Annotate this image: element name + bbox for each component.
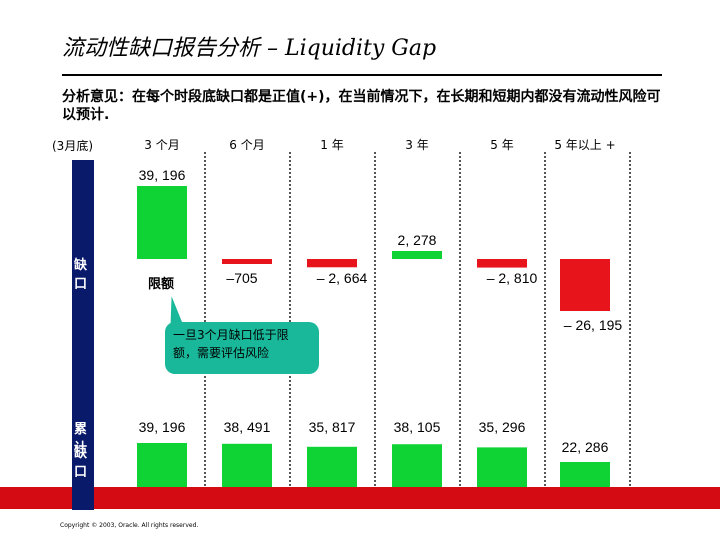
start-period-label: (3月底) [52,139,93,153]
cumulative-value-label: 22, 286 [562,439,609,455]
title-rule [62,74,662,76]
limit-label: 限额 [148,277,175,292]
gap-bar [137,186,187,259]
cumulative-bar [560,461,610,487]
gap-value-label: – 26, 195 [564,317,623,333]
cumulative-side-bar: 累计 缺口 [72,370,94,510]
risk-callout: 一旦3个月缺口低于限额，需要评估风险 [165,322,319,374]
cumulative-value-label: 38, 105 [394,419,441,435]
page-title: 流动性缺口报告分析 – Liquidity Gap [62,36,437,61]
cumulative-bar [307,446,357,487]
gap-bar [477,259,527,268]
cumulative-bar [137,443,187,487]
cumulative-value-label: 39, 196 [139,419,186,435]
cumulative-value-label: 38, 491 [224,419,271,435]
cumulative-bar [392,444,442,487]
gap-bar [307,259,357,268]
gap-value-label: – 2, 664 [317,270,368,286]
gap-value-label: –705 [226,270,257,286]
column-header: 5 年以上 + [554,138,615,152]
analysis-comment: 分析意见：在每个时段底缺口都是正值(+)，在当前情况下，在长期和短期内都没有流动… [62,89,661,123]
gap-side-bar: 缺口 [72,160,94,400]
cumulative-value-label: 35, 817 [309,419,356,435]
gap-bar [222,259,272,264]
gap-bar [392,251,442,259]
cumulative-bar [477,447,527,487]
column-header: 3 个月 [144,138,179,152]
gap-value-label: – 2, 810 [487,270,538,286]
footer-strip [0,487,720,509]
gap-value-label: 39, 196 [139,167,186,183]
gap-bar [560,259,610,311]
cumulative-value-label: 35, 296 [479,419,526,435]
cumulative-bar [222,443,272,487]
cumulative-side-label-2: 缺口 [74,446,88,480]
cumulative-side-label-1: 累计 [74,422,88,456]
column-header: 3 年 [405,138,428,152]
column-header: 6 个月 [229,138,264,152]
copyright: Copyright © 2003, Oracle. All rights res… [60,522,199,529]
gap-value-label: 2, 278 [398,232,437,248]
column-header: 5 年 [490,138,513,152]
gap-side-label: 缺口 [74,258,88,292]
column-header: 1 年 [320,138,343,152]
